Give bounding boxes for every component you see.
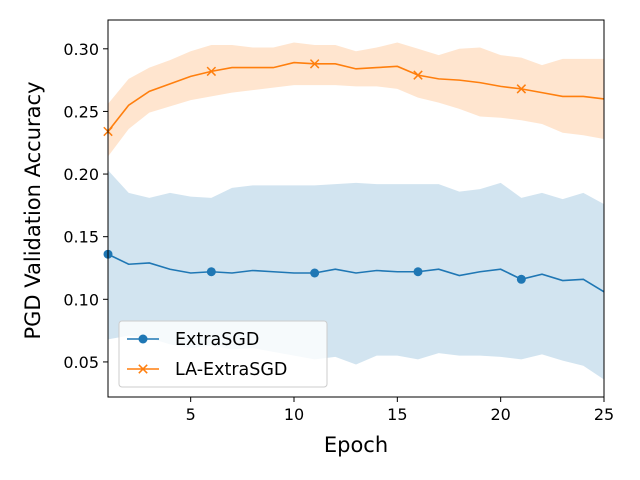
y-axis-ticks: 0.05 0.10 0.15 0.20 0.25 0.30 [63,40,108,372]
y-tick-label: 0.25 [63,102,99,121]
la-extrasgd-band [108,42,604,157]
legend: ExtraSGD LA-ExtraSGD [118,320,328,388]
x-tick-label: 10 [284,405,304,424]
la-extrasgd-point [413,70,423,80]
x-tick-label: 20 [490,405,510,424]
x-axis-ticks: 5 10 15 20 25 [186,397,614,424]
x-axis-label: Epoch [324,433,388,457]
legend-label: ExtraSGD [175,330,259,350]
x-tick-label: 25 [594,405,614,424]
y-axis-label: PGD Validation Accuracy [21,81,45,339]
plot-area-frame [107,19,605,398]
y-tick-label: 0.30 [63,40,99,59]
la-extrasgd-point [309,59,320,69]
y-tick-label: 0.10 [63,290,99,309]
y-tick-label: 0.15 [63,228,99,247]
legend-entry-la-extrasgd: LA-ExtraSGD [127,360,287,380]
legend-box [118,320,328,388]
extrasgd-point [516,274,526,284]
extrasgd-point [413,267,423,277]
x-tick-label: 5 [186,405,196,424]
la-extrasgd-point [206,66,217,77]
la-extrasgd-point [516,84,527,94]
legend-label: LA-ExtraSGD [175,360,287,380]
legend-entry-extrasgd: ExtraSGD [127,330,259,350]
y-tick-label: 0.05 [63,353,99,372]
series-markers [103,59,527,284]
extrasgd-point [206,267,216,277]
x-tick-label: 15 [387,405,407,424]
extrasgd-point [310,268,320,278]
y-tick-label: 0.20 [63,165,99,184]
